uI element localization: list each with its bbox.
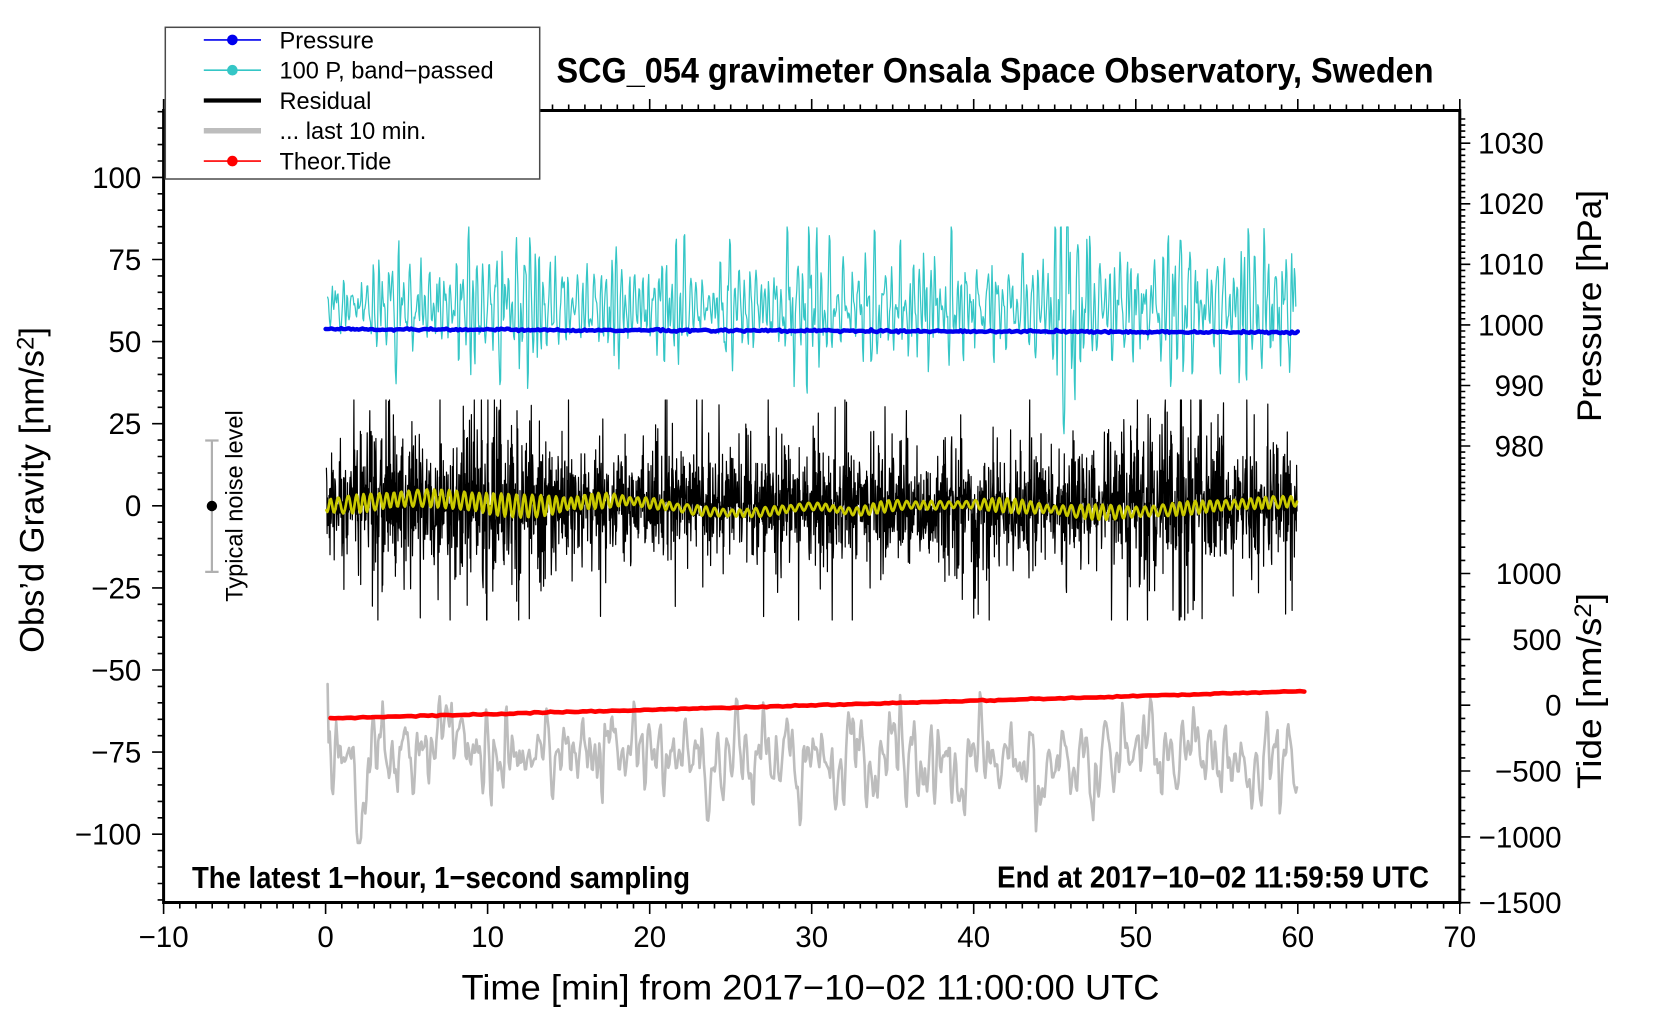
svg-text:−500: −500 bbox=[1495, 755, 1561, 788]
svg-text:0: 0 bbox=[317, 921, 333, 954]
svg-text:Pressure [hPa]: Pressure [hPa] bbox=[1571, 190, 1609, 422]
svg-text:75: 75 bbox=[108, 244, 141, 277]
svg-text:70: 70 bbox=[1443, 921, 1476, 954]
svg-text:30: 30 bbox=[795, 921, 828, 954]
svg-text:End at 2017−10−02 11:59:59 UTC: End at 2017−10−02 11:59:59 UTC bbox=[997, 860, 1429, 895]
svg-text:1020: 1020 bbox=[1478, 188, 1544, 221]
svg-text:Tide [nm/s2]: Tide [nm/s2] bbox=[1570, 593, 1609, 789]
svg-text:10: 10 bbox=[471, 921, 504, 954]
svg-text:20: 20 bbox=[633, 921, 666, 954]
svg-text:100 P, band−passed: 100 P, band−passed bbox=[280, 59, 494, 85]
svg-text:980: 980 bbox=[1495, 430, 1544, 463]
svg-text:40: 40 bbox=[957, 921, 990, 954]
svg-text:0: 0 bbox=[1545, 690, 1561, 723]
svg-text:−75: −75 bbox=[91, 737, 141, 770]
svg-text:Time [min] from 2017−10−02 11:: Time [min] from 2017−10−02 11:00:00 UTC bbox=[462, 969, 1160, 1008]
svg-text:1010: 1010 bbox=[1478, 249, 1544, 282]
svg-text:60: 60 bbox=[1281, 921, 1314, 954]
svg-text:SCG_054 gravimeter Onsala Spac: SCG_054 gravimeter Onsala Space Observat… bbox=[557, 52, 1434, 91]
svg-text:−10: −10 bbox=[139, 921, 189, 954]
svg-text:Obs’d Gravity [nm/s2]: Obs’d Gravity [nm/s2] bbox=[13, 327, 52, 653]
svg-text:Pressure: Pressure bbox=[280, 28, 374, 54]
svg-text:Residual: Residual bbox=[280, 89, 372, 115]
svg-text:50: 50 bbox=[108, 326, 141, 359]
svg-text:1030: 1030 bbox=[1478, 128, 1544, 161]
svg-text:500: 500 bbox=[1512, 624, 1561, 657]
svg-text:−100: −100 bbox=[75, 819, 141, 852]
svg-text:990: 990 bbox=[1495, 370, 1544, 403]
svg-text:25: 25 bbox=[108, 408, 141, 441]
svg-text:... last 10 min.: ... last 10 min. bbox=[280, 119, 427, 145]
svg-text:0: 0 bbox=[125, 490, 141, 523]
svg-text:100: 100 bbox=[92, 162, 141, 195]
svg-text:50: 50 bbox=[1119, 921, 1152, 954]
svg-text:1000: 1000 bbox=[1478, 309, 1544, 342]
svg-text:The latest 1−hour, 1−second sa: The latest 1−hour, 1−second sampling bbox=[192, 860, 690, 895]
svg-text:−1500: −1500 bbox=[1479, 887, 1562, 920]
svg-text:Typical noise level: Typical noise level bbox=[223, 410, 249, 601]
svg-text:−1000: −1000 bbox=[1479, 821, 1562, 854]
svg-text:Theor.Tide: Theor.Tide bbox=[280, 150, 392, 176]
svg-text:−25: −25 bbox=[91, 572, 141, 605]
svg-text:−50: −50 bbox=[91, 654, 141, 687]
svg-text:1000: 1000 bbox=[1496, 558, 1562, 591]
